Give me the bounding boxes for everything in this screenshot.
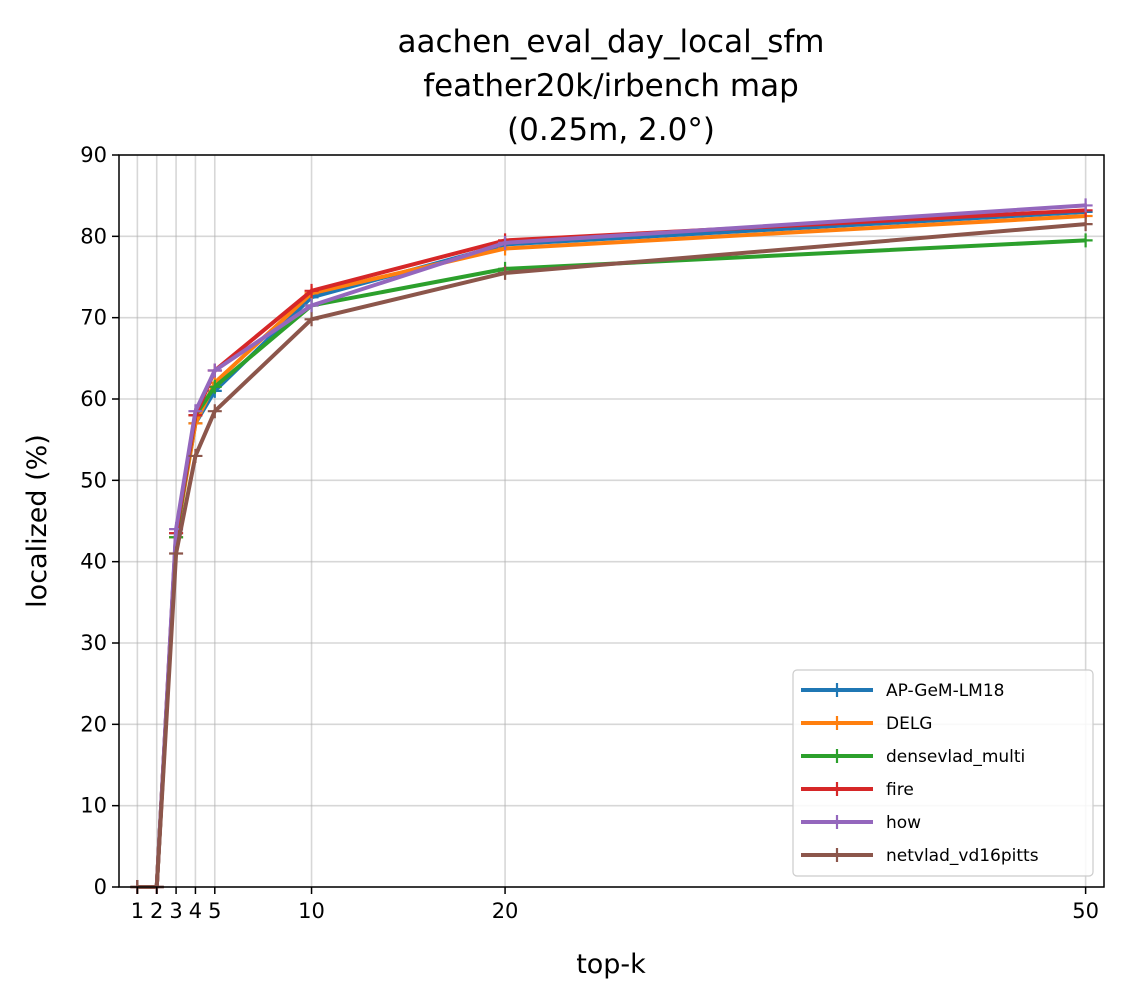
legend-entry: DELG: [801, 714, 932, 734]
y-tick-label: 50: [80, 468, 107, 492]
legend-entry: how: [801, 813, 921, 833]
y-tick-label: 90: [80, 143, 107, 167]
data-point: [304, 312, 319, 327]
title-line-3: (0.25m, 2.0°): [507, 112, 715, 148]
legend-label: how: [886, 813, 921, 833]
legend-entry: netvlad_vd16pitts: [801, 846, 1039, 866]
x-tick-label: 50: [1072, 899, 1099, 923]
legend-entry: AP-GeM-LM18: [801, 681, 1004, 701]
plot-frame: [118, 154, 1105, 888]
legend-label: DELG: [886, 714, 932, 734]
title-line-2: feather20k/irbench map: [423, 68, 799, 104]
title-line-1: aachen_eval_day_local_sfm: [398, 24, 825, 60]
data-point: [304, 298, 319, 313]
chart-title: aachen_eval_day_local_sfm feather20k/irb…: [398, 24, 825, 148]
y-tick-label: 60: [80, 387, 107, 411]
data-point: [1078, 198, 1093, 213]
x-axis-ticks: 1 2 3 4 5 10 20 50: [131, 887, 1099, 923]
y-tick-label: 80: [80, 224, 107, 248]
y-tick-label: 40: [80, 550, 107, 574]
legend-marker: [830, 749, 844, 763]
y-tick-label: 0: [94, 875, 107, 899]
legend-entry: densevlad_multi: [801, 747, 1025, 767]
legend-label: fire: [886, 780, 914, 800]
legend-marker: [830, 716, 844, 730]
data-point: [188, 404, 203, 419]
plot-series: [130, 198, 1093, 894]
legend-label: netvlad_vd16pitts: [886, 846, 1039, 866]
data-point: [498, 235, 513, 250]
data-point: [207, 404, 222, 419]
data-point: [207, 363, 222, 378]
data-point: [169, 546, 184, 561]
x-tick-label: 4: [189, 899, 202, 923]
data-point: [188, 448, 203, 463]
x-tick-label: 5: [208, 899, 221, 923]
legend-entry: fire: [801, 780, 914, 800]
legend-marker: [830, 848, 844, 862]
data-point: [304, 283, 319, 298]
y-axis-label: localized (%): [22, 434, 53, 608]
x-axis-label: top-k: [576, 949, 646, 980]
data-point: [207, 379, 222, 394]
x-tick-label: 3: [169, 899, 182, 923]
y-axis-ticks: 0 10 20 30 40 50 60 70 80 90: [80, 143, 119, 899]
legend-marker: [830, 815, 844, 829]
legend-marker: [830, 782, 844, 796]
y-tick-label: 10: [80, 794, 107, 818]
data-point: [1078, 233, 1093, 248]
x-tick-label: 10: [298, 899, 325, 923]
data-point: [498, 265, 513, 280]
series-line: [137, 222, 1086, 889]
x-tick-label: 2: [150, 899, 163, 923]
x-tick-label: 1: [131, 899, 144, 923]
data-point: [1078, 217, 1093, 232]
legend-marker: [830, 683, 844, 697]
y-tick-label: 70: [80, 306, 107, 330]
legend-label: AP-GeM-LM18: [886, 681, 1004, 701]
y-tick-label: 20: [80, 712, 107, 736]
y-tick-label: 30: [80, 631, 107, 655]
legend-label: densevlad_multi: [886, 747, 1025, 767]
x-tick-label: 20: [492, 899, 519, 923]
